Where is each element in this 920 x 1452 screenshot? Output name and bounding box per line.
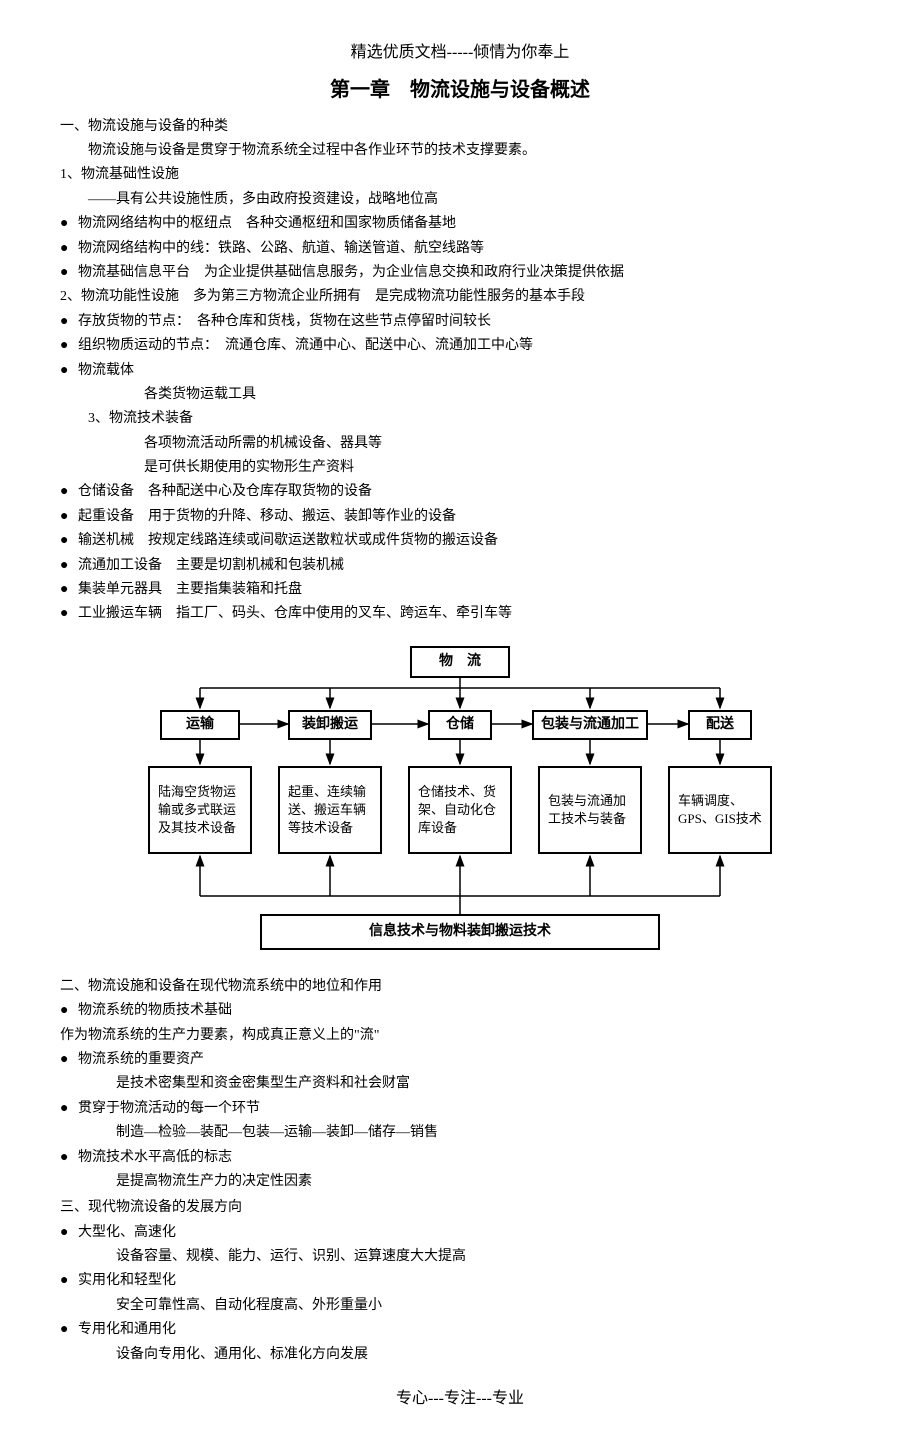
bullet-icon: ●	[60, 1270, 78, 1292]
bullet-icon: ●	[60, 506, 78, 528]
bullet-text: 组织物质运动的节点： 流通仓库、流通中心、配送中心、流通加工中心等	[78, 335, 860, 357]
bullet-text: 物流网络结构中的线：铁路、公路、航道、输送管道、航空线路等	[78, 238, 860, 260]
bullet-text: 输送机械 按规定线路连续或间歇运送散粒状或成件货物的搬运设备	[78, 530, 860, 552]
bullet-icon: ●	[60, 1098, 78, 1120]
bullet-text: 集装单元器具 主要指集装箱和托盘	[78, 579, 860, 601]
bullet-icon: ●	[60, 555, 78, 577]
bullet-icon: ●	[60, 238, 78, 260]
list-item: ● 物流系统的重要资产	[60, 1049, 860, 1071]
list-item: ● 输送机械 按规定线路连续或间歇运送散粒状或成件货物的搬运设备	[60, 530, 860, 552]
list-item: ● 物流网络结构中的线：铁路、公路、航道、输送管道、航空线路等	[60, 238, 860, 260]
node-row3-2: 仓储技术、货架、自动化仓库设备	[408, 766, 512, 854]
bullet-text: 流通加工设备 主要是切割机械和包装机械	[78, 555, 860, 577]
s1-p2-heading: 2、物流功能性设施 多为第三方物流企业所拥有 是完成物流功能性服务的基本手段	[60, 286, 860, 308]
bullet-text: 物流基础信息平台 为企业提供基础信息服务，为企业信息交换和政府行业决策提供依据	[78, 262, 860, 284]
node-row2-3: 包装与流通加工	[532, 710, 648, 740]
list-item: ● 起重设备 用于货物的升降、移动、搬运、装卸等作业的设备	[60, 506, 860, 528]
bullet-text: 仓储设备 各种配送中心及仓库存取货物的设备	[78, 481, 860, 503]
list-item: ● 贯穿于物流活动的每一个环节	[60, 1098, 860, 1120]
list-item: ● 物流基础信息平台 为企业提供基础信息服务，为企业信息交换和政府行业决策提供依…	[60, 262, 860, 284]
list-item: ● 物流系统的物质技术基础	[60, 1000, 860, 1022]
s3-b2-sub: 安全可靠性高、自动化程度高、外形重量小	[116, 1295, 860, 1317]
list-item: ● 流通加工设备 主要是切割机械和包装机械	[60, 555, 860, 577]
s1-p3-line2: 是可供长期使用的实物形生产资料	[144, 457, 860, 479]
list-item: ● 大型化、高速化	[60, 1222, 860, 1244]
list-item: ● 物流网络结构中的枢纽点 各种交通枢纽和国家物质储备基地	[60, 213, 860, 235]
section-1-intro: 物流设施与设备是贯穿于物流系统全过程中各作业环节的技术支撑要素。	[88, 140, 860, 162]
bullet-icon: ●	[60, 579, 78, 601]
node-top: 物 流	[410, 646, 510, 678]
s3-b1-sub: 设备容量、规模、能力、运行、识别、运算速度大大提高	[116, 1246, 860, 1268]
bullet-icon: ●	[60, 360, 78, 382]
s1-p3-line1: 各项物流活动所需的机械设备、器具等	[144, 433, 860, 455]
node-row3-1: 起重、连续输送、搬运车辆等技术设备	[278, 766, 382, 854]
list-item: ● 集装单元器具 主要指集装箱和托盘	[60, 579, 860, 601]
bullet-icon: ●	[60, 481, 78, 503]
node-row2-1: 装卸搬运	[288, 710, 372, 740]
section-3-heading: 三、现代物流设备的发展方向	[60, 1197, 860, 1219]
s2-line1: 作为物流系统的生产力要素，构成真正意义上的"流"	[60, 1025, 860, 1047]
list-item: ● 组织物质运动的节点： 流通仓库、流通中心、配送中心、流通加工中心等	[60, 335, 860, 357]
list-item: ● 工业搬运车辆 指工厂、码头、仓库中使用的叉车、跨运车、牵引车等	[60, 603, 860, 625]
list-item: ● 存放货物的节点： 各种仓库和货栈，货物在这些节点停留时间较长	[60, 311, 860, 333]
node-row2-0: 运输	[160, 710, 240, 740]
s2-b2-sub: 是技术密集型和资金密集型生产资料和社会财富	[116, 1073, 860, 1095]
bullet-icon: ●	[60, 1147, 78, 1169]
node-row2-4: 配送	[688, 710, 752, 740]
bullet-icon: ●	[60, 262, 78, 284]
s1-p3-heading: 3、物流技术装备	[88, 408, 860, 430]
bullet-icon: ●	[60, 603, 78, 625]
s2-b3-sub: 制造—检验—装配—包装—运输—装卸—储存—销售	[116, 1122, 860, 1144]
bullet-icon: ●	[60, 1222, 78, 1244]
node-bottom: 信息技术与物料装卸搬运技术	[260, 914, 660, 950]
bullet-text: 起重设备 用于货物的升降、移动、搬运、装卸等作业的设备	[78, 506, 860, 528]
s1-p1-heading: 1、物流基础性设施	[60, 164, 860, 186]
bullet-text: 物流技术水平高低的标志	[78, 1147, 860, 1169]
section-1-heading: 一、物流设施与设备的种类	[60, 116, 860, 138]
node-row3-4: 车辆调度、GPS、GIS技术	[668, 766, 772, 854]
s2-b4-sub: 是提高物流生产力的决定性因素	[116, 1171, 860, 1193]
bullet-text: 物流系统的物质技术基础	[78, 1000, 860, 1022]
bullet-text: 物流系统的重要资产	[78, 1049, 860, 1071]
bullet-icon: ●	[60, 530, 78, 552]
bullet-text: 物流网络结构中的枢纽点 各种交通枢纽和国家物质储备基地	[78, 213, 860, 235]
list-item: ● 专用化和通用化	[60, 1319, 860, 1341]
bullet-icon: ●	[60, 1049, 78, 1071]
bullet-icon: ●	[60, 1000, 78, 1022]
bullet-text: 大型化、高速化	[78, 1222, 860, 1244]
header-note: 精选优质文档-----倾情为你奉上	[60, 40, 860, 66]
list-item: ● 实用化和轻型化	[60, 1270, 860, 1292]
logistics-flowchart: 物 流 运输 装卸搬运 仓储 包装与流通加工 配送 陆海空货物运输或多式联运及其…	[140, 646, 780, 956]
list-item: ● 物流技术水平高低的标志	[60, 1147, 860, 1169]
section-2-heading: 二、物流设施和设备在现代物流系统中的地位和作用	[60, 976, 860, 998]
bullet-text: 实用化和轻型化	[78, 1270, 860, 1292]
bullet-icon: ●	[60, 311, 78, 333]
bullet-icon: ●	[60, 335, 78, 357]
s3-b3-sub: 设备向专用化、通用化、标准化方向发展	[116, 1344, 860, 1366]
bullet-icon: ●	[60, 213, 78, 235]
bullet-icon: ●	[60, 1319, 78, 1341]
bullet-text: 工业搬运车辆 指工厂、码头、仓库中使用的叉车、跨运车、牵引车等	[78, 603, 860, 625]
list-item: ● 仓储设备 各种配送中心及仓库存取货物的设备	[60, 481, 860, 503]
bullet-text: 物流载体	[78, 360, 860, 382]
bullet-text: 专用化和通用化	[78, 1319, 860, 1341]
s1-p1-line1: ——具有公共设施性质，多由政府投资建设，战略地位高	[88, 189, 860, 211]
bullet-text: 贯穿于物流活动的每一个环节	[78, 1098, 860, 1120]
node-row3-3: 包装与流通加工技术与装备	[538, 766, 642, 854]
list-item: ● 物流载体	[60, 360, 860, 382]
node-row2-2: 仓储	[428, 710, 492, 740]
s1-p2-b3-sub: 各类货物运载工具	[144, 384, 860, 406]
chapter-title: 第一章 物流设施与设备概述	[60, 74, 860, 106]
bullet-text: 存放货物的节点： 各种仓库和货栈，货物在这些节点停留时间较长	[78, 311, 860, 333]
footer-note: 专心---专注---专业	[60, 1386, 860, 1412]
node-row3-0: 陆海空货物运输或多式联运及其技术设备	[148, 766, 252, 854]
